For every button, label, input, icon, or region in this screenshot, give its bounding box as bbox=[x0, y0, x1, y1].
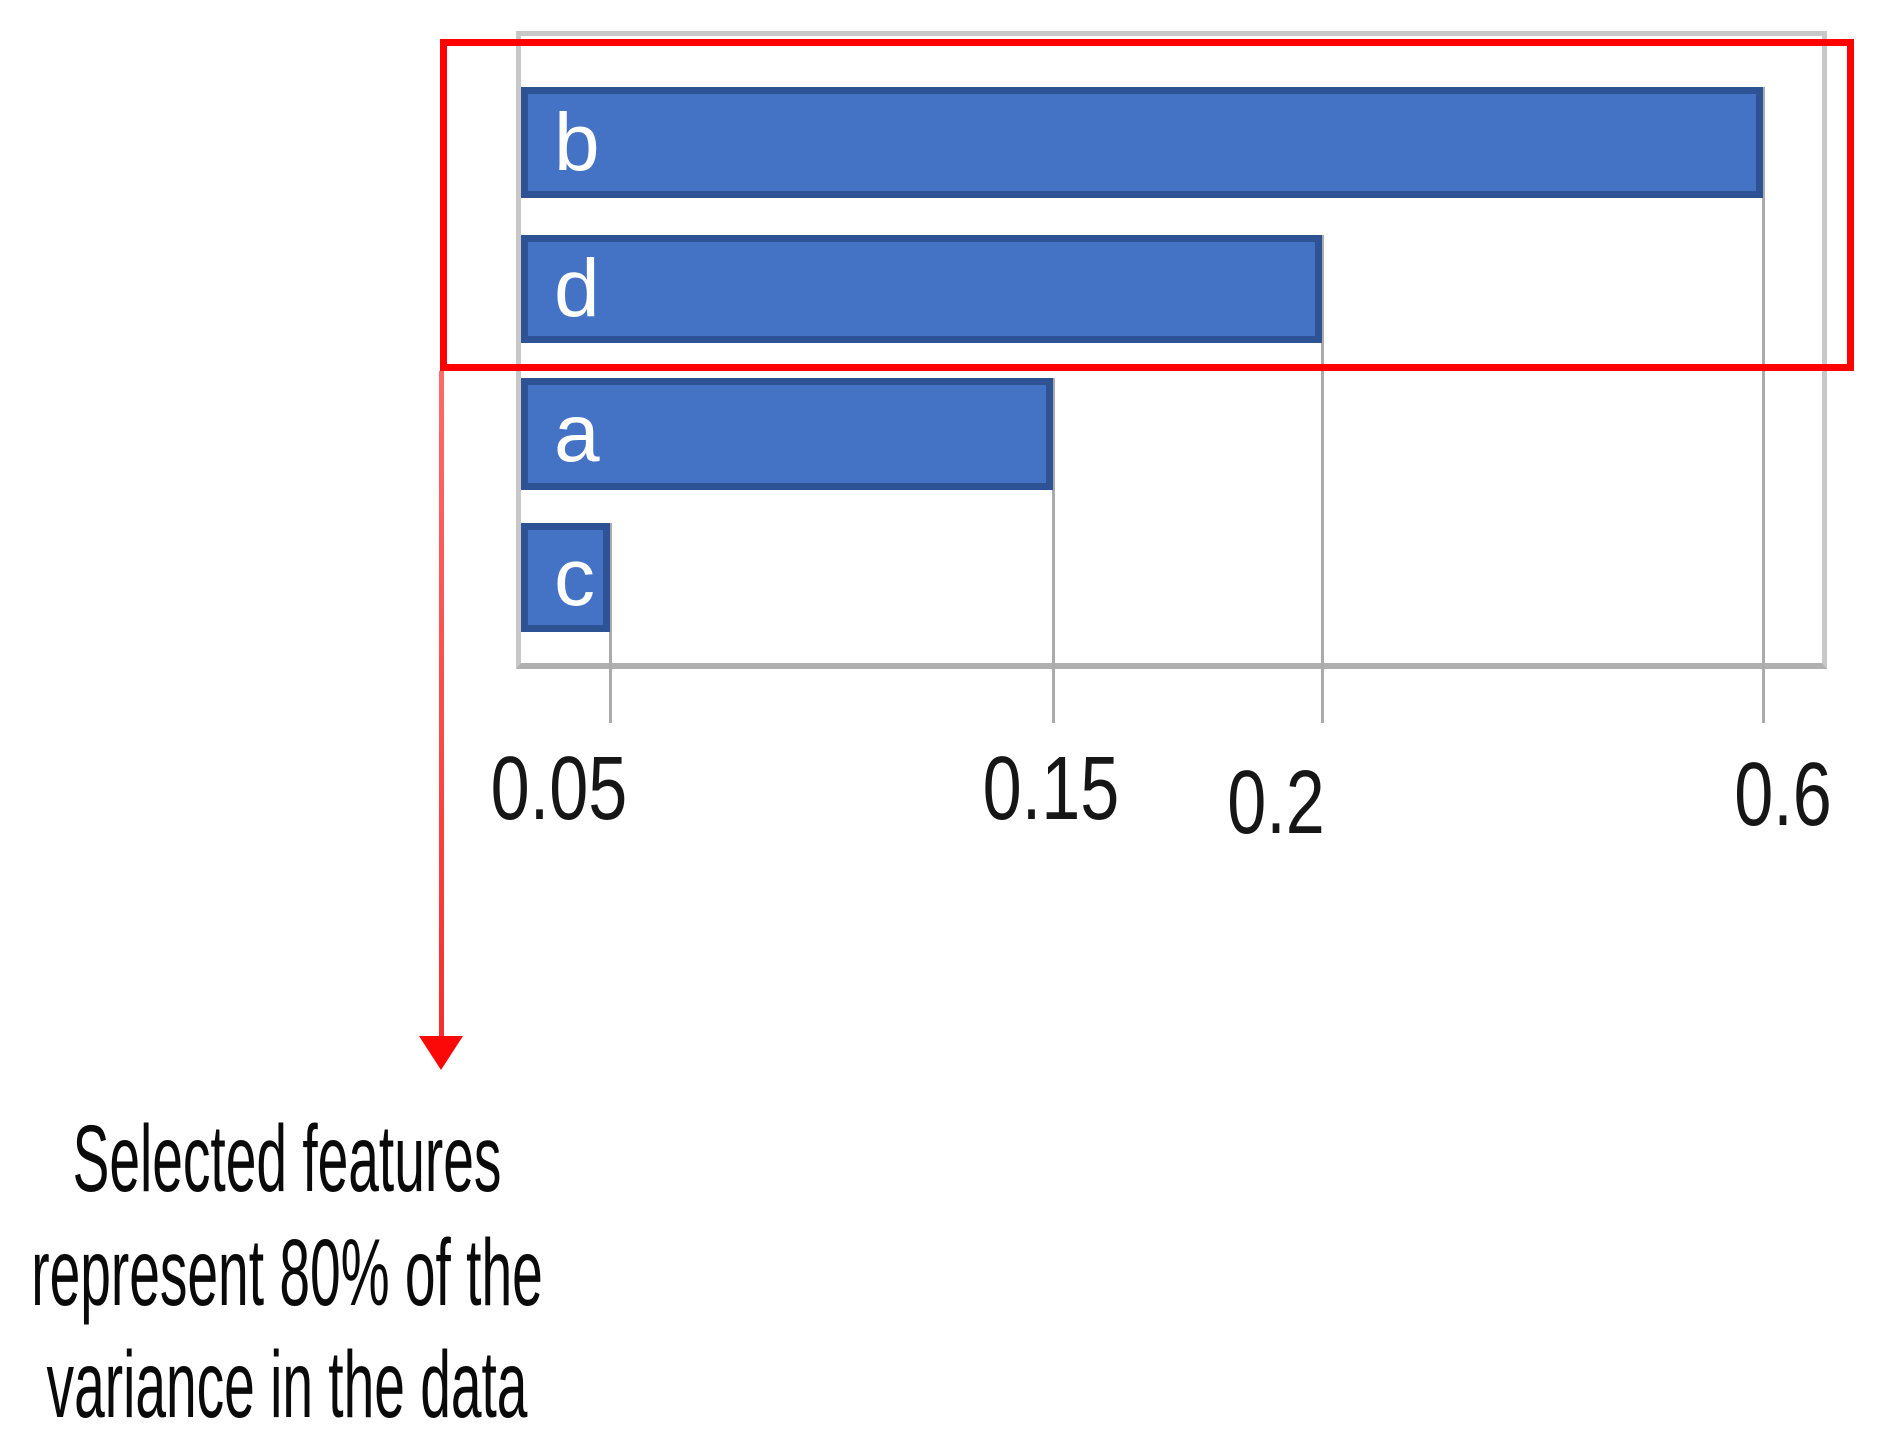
drop-line-a bbox=[1052, 378, 1055, 723]
bar-c: c bbox=[521, 523, 610, 632]
bar-d: d bbox=[521, 235, 1322, 343]
x-tick-label-0.15: 0.15 bbox=[982, 739, 1120, 839]
bar-a: a bbox=[521, 378, 1053, 490]
x-tick-label-0.6: 0.6 bbox=[1734, 745, 1832, 845]
drop-line-c bbox=[609, 523, 612, 723]
down-arrow-icon bbox=[419, 1036, 463, 1070]
bar-label: c bbox=[554, 531, 595, 623]
plot-frame bbox=[516, 31, 1827, 669]
callout-line: variance in the data bbox=[46, 1332, 528, 1438]
highlight-box bbox=[440, 39, 1854, 371]
bar-label: b bbox=[554, 96, 600, 188]
x-tick-label-0.05: 0.05 bbox=[490, 739, 628, 839]
callout-line: Selected features bbox=[72, 1106, 502, 1212]
drop-line-d bbox=[1321, 235, 1324, 723]
x-tick-label-0.2: 0.2 bbox=[1227, 753, 1325, 853]
bar-label: d bbox=[554, 243, 600, 334]
callout-line: represent 80% of the bbox=[31, 1220, 543, 1326]
drop-line-b bbox=[1762, 87, 1765, 723]
bar-b: b bbox=[521, 87, 1763, 198]
arrow-shaft bbox=[439, 371, 444, 1038]
bar-label: a bbox=[554, 388, 600, 479]
